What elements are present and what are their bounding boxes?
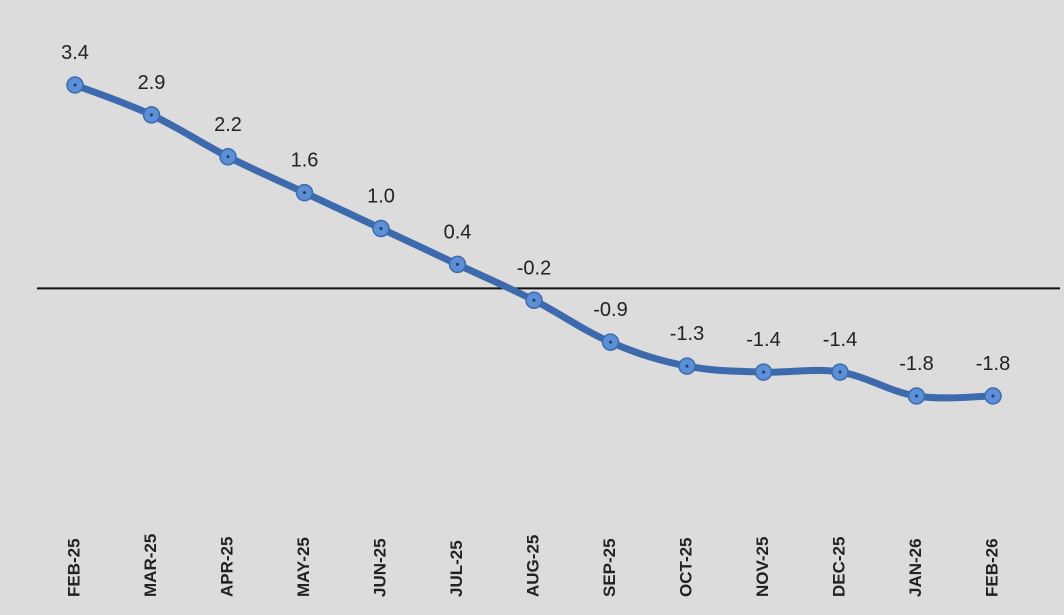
marker-dot xyxy=(685,364,689,368)
x-tick-label: APR-25 xyxy=(217,537,236,597)
value-label: -0.9 xyxy=(593,299,627,321)
value-label: -0.2 xyxy=(517,257,551,279)
value-label: 0.4 xyxy=(444,221,472,243)
x-tick-label: SEP-25 xyxy=(600,538,619,597)
x-tick-label: MAY-25 xyxy=(294,537,313,597)
marker-dot xyxy=(303,191,306,195)
marker-dot xyxy=(838,370,842,374)
value-label: -1.8 xyxy=(976,353,1010,375)
value-label: 1.0 xyxy=(367,186,395,208)
marker-dot xyxy=(150,113,153,117)
value-label: -1.8 xyxy=(899,353,933,375)
x-tick-label: JUN-25 xyxy=(370,538,389,597)
marker-dot xyxy=(991,394,995,398)
marker-dot xyxy=(762,370,765,374)
x-tick-label: OCT-25 xyxy=(676,537,695,597)
x-tick-label: AUG-25 xyxy=(523,535,542,597)
x-tick-label: FEB-26 xyxy=(982,538,1001,597)
value-label: -1.4 xyxy=(746,329,780,351)
x-tick-label: MAR-25 xyxy=(141,534,160,597)
value-label: 2.9 xyxy=(138,72,166,94)
marker-dot xyxy=(379,227,383,231)
marker-dot xyxy=(226,155,230,159)
value-label: 2.2 xyxy=(214,114,242,136)
x-tick-label: JAN-26 xyxy=(906,538,925,597)
value-label: 3.4 xyxy=(61,42,89,64)
value-label: 1.6 xyxy=(291,150,319,172)
value-label: -1.4 xyxy=(823,329,857,351)
x-tick-label: NOV-25 xyxy=(753,537,772,597)
x-tick-label: FEB-25 xyxy=(64,538,83,597)
marker-dot xyxy=(915,394,918,398)
value-label: -1.3 xyxy=(670,323,704,345)
marker-dot xyxy=(73,83,77,87)
marker-dot xyxy=(532,298,536,302)
marker-dot xyxy=(456,262,459,266)
x-tick-label: JUL-25 xyxy=(447,540,466,597)
marker-dot xyxy=(609,340,612,344)
x-tick-label: DEC-25 xyxy=(829,537,848,597)
